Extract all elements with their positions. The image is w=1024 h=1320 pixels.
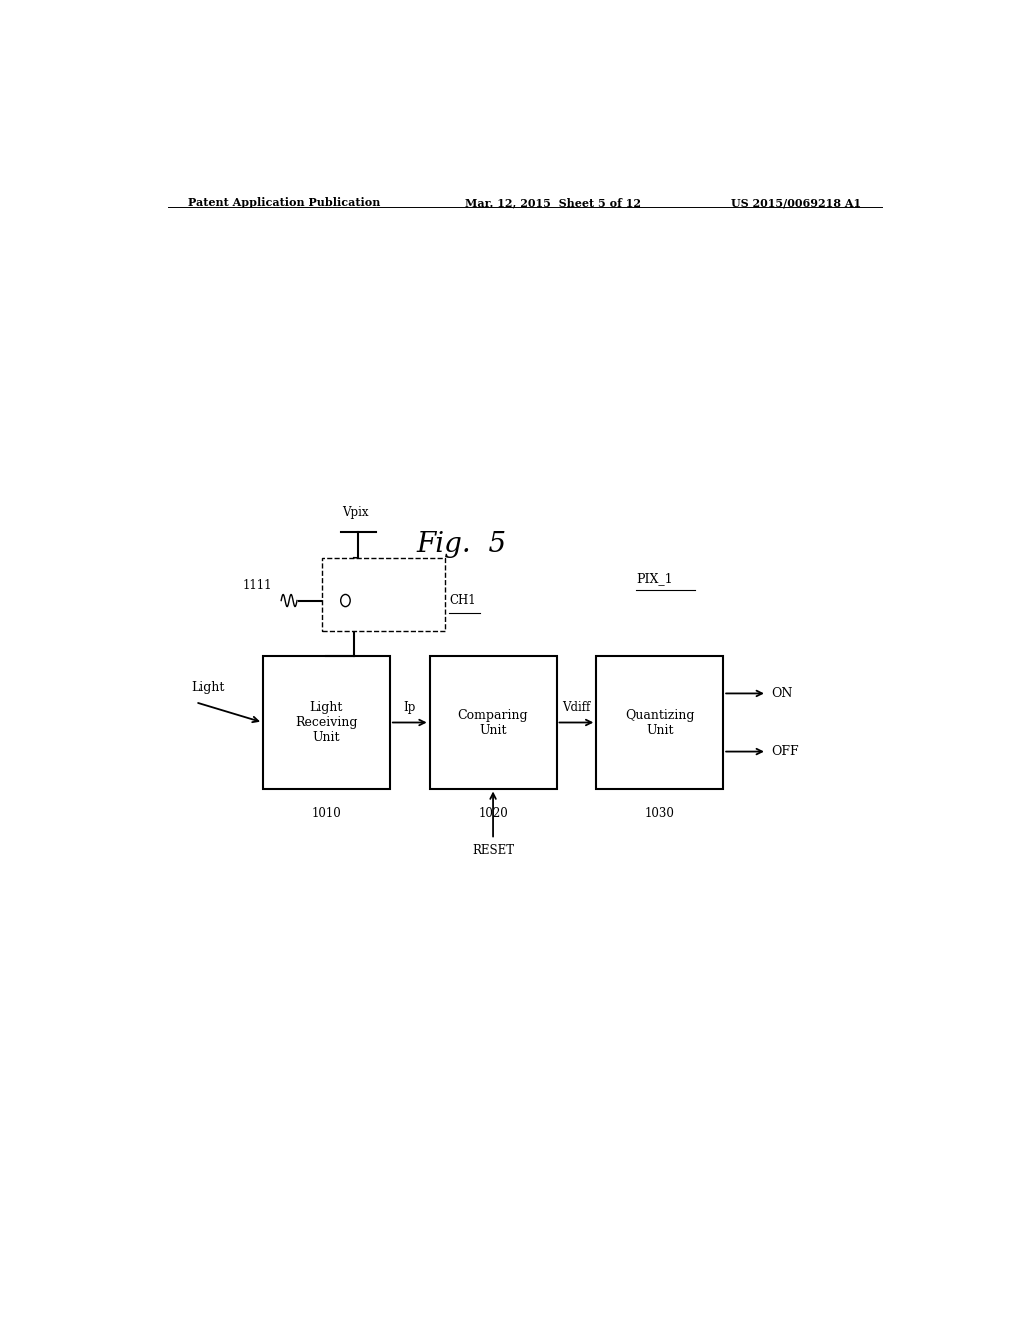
Text: Ip: Ip	[403, 701, 416, 714]
Text: Light: Light	[191, 681, 225, 694]
Text: RESET: RESET	[472, 845, 514, 858]
Text: Patent Application Publication: Patent Application Publication	[187, 197, 380, 209]
Bar	[263, 656, 390, 788]
Text: 1020: 1020	[478, 807, 508, 820]
Text: US 2015/0069218 A1: US 2015/0069218 A1	[731, 197, 861, 209]
Text: CH1: CH1	[450, 594, 476, 607]
Text: ON: ON	[771, 686, 793, 700]
Bar	[323, 558, 445, 631]
Text: 1030: 1030	[645, 807, 675, 820]
Text: Vpix: Vpix	[342, 507, 369, 519]
Text: Quantizing
Unit: Quantizing Unit	[625, 709, 694, 737]
Text: OFF: OFF	[771, 744, 799, 758]
Text: Comparing
Unit: Comparing Unit	[458, 709, 528, 737]
Text: Fig.  5: Fig. 5	[416, 531, 507, 558]
Text: Light
Receiving
Unit: Light Receiving Unit	[295, 701, 357, 744]
Text: Mar. 12, 2015  Sheet 5 of 12: Mar. 12, 2015 Sheet 5 of 12	[465, 197, 641, 209]
Text: Vdiff: Vdiff	[562, 701, 591, 714]
Text: 1010: 1010	[311, 807, 341, 820]
Text: 1111: 1111	[243, 579, 272, 593]
Bar	[596, 656, 723, 788]
Bar	[430, 656, 557, 788]
Text: PIX_1: PIX_1	[636, 573, 673, 585]
